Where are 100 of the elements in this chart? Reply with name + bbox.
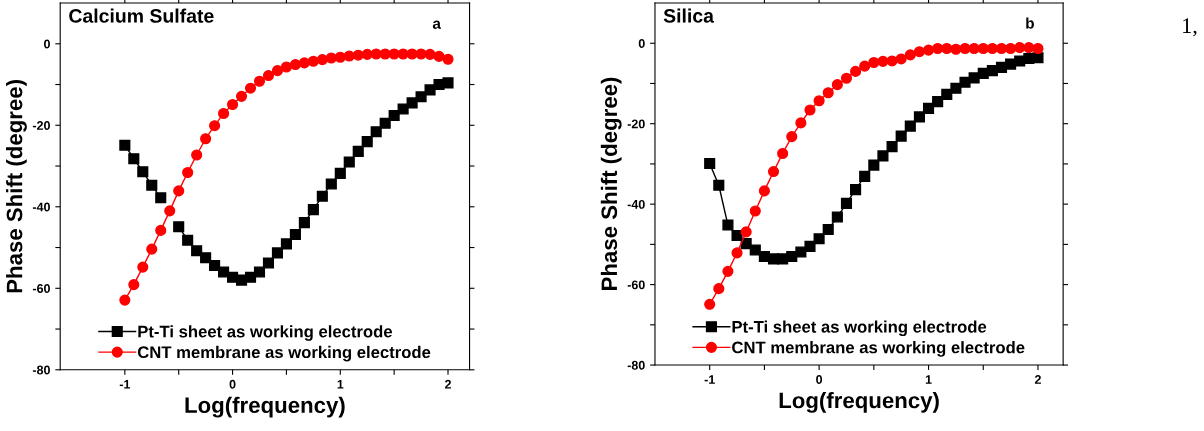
- x-tick-label: 1: [337, 379, 344, 389]
- point: [119, 139, 131, 151]
- point: [840, 197, 853, 209]
- y-tick-label: -40: [627, 199, 645, 209]
- point: [298, 217, 310, 229]
- y-tick-label: -40: [32, 202, 50, 212]
- point: [379, 117, 391, 129]
- point: [137, 166, 149, 178]
- x-tick-label: -1: [704, 375, 715, 384]
- point: [932, 42, 944, 55]
- point: [209, 120, 221, 132]
- x-axis-title: Log(frequency): [779, 391, 939, 413]
- point: [128, 279, 140, 291]
- y-tick-label: 0: [638, 39, 645, 48]
- y-axis-title: Phase Shift (degree): [6, 80, 27, 293]
- point: [316, 190, 328, 202]
- point: [182, 234, 194, 246]
- point: [859, 60, 871, 72]
- point: [424, 48, 436, 60]
- point: [298, 57, 310, 69]
- point: [904, 120, 916, 132]
- point: [1023, 42, 1035, 54]
- point: [749, 205, 761, 217]
- point: [182, 166, 194, 179]
- point: [191, 149, 203, 161]
- point: [155, 192, 167, 204]
- point: [173, 221, 185, 233]
- point: [950, 82, 962, 94]
- point: [713, 283, 725, 295]
- point: [968, 42, 980, 55]
- point: [262, 70, 275, 82]
- point: [235, 90, 248, 102]
- point: [442, 77, 454, 89]
- point: [325, 178, 337, 190]
- point: [442, 53, 454, 65]
- point: [822, 223, 834, 236]
- legend-label: Pt-Ti sheet as working electrode: [138, 325, 393, 341]
- point: [307, 204, 319, 216]
- point: [218, 266, 230, 278]
- point: [433, 50, 445, 62]
- point: [191, 245, 203, 257]
- point: [343, 156, 355, 168]
- point: [904, 49, 916, 61]
- point: [859, 170, 871, 182]
- point: [804, 240, 816, 252]
- x-tick-label: 2: [1034, 375, 1041, 384]
- point: [922, 102, 935, 114]
- point: [1032, 42, 1044, 55]
- point: [813, 95, 825, 107]
- x-tick-label: 1: [925, 375, 932, 384]
- point: [895, 130, 907, 142]
- point: [713, 179, 725, 191]
- y-tick-label: -20: [32, 121, 50, 130]
- point: [959, 76, 971, 88]
- point: [415, 91, 427, 103]
- x-axis-title: Log(frequency): [185, 396, 345, 418]
- y-tick-label: 0: [44, 39, 50, 49]
- point: [1014, 42, 1026, 54]
- point: [227, 98, 239, 111]
- point: [173, 185, 185, 197]
- point: [244, 82, 257, 94]
- point: [941, 42, 953, 55]
- point: [271, 65, 284, 77]
- point: [1032, 52, 1044, 64]
- point: [886, 141, 898, 153]
- point: [253, 266, 266, 278]
- annotation: b: [1026, 17, 1034, 29]
- point: [128, 153, 140, 165]
- text: 1,: [1183, 18, 1197, 37]
- annotation: Silica: [663, 8, 715, 23]
- point: [749, 244, 761, 256]
- x-tick-label: 2: [444, 379, 451, 389]
- point: [388, 109, 400, 122]
- x-tick-label: -1: [119, 379, 131, 389]
- point: [941, 88, 953, 100]
- y-tick-label: -80: [32, 365, 50, 375]
- point: [209, 259, 221, 272]
- legend-label: CNT membrane as working electrode: [137, 345, 431, 362]
- point: [137, 261, 149, 273]
- point: [397, 103, 409, 115]
- point: [352, 145, 364, 157]
- point: [895, 53, 907, 65]
- point: [704, 157, 716, 170]
- y-tick-label: -60: [627, 280, 645, 290]
- point: [986, 42, 998, 55]
- point: [886, 55, 898, 67]
- point: [722, 219, 734, 231]
- point: [795, 117, 807, 129]
- point: [731, 229, 743, 242]
- annotation: Calcium Sulfate: [69, 8, 214, 23]
- point: [146, 179, 158, 191]
- point: [813, 233, 825, 245]
- point: [406, 97, 418, 109]
- point: [253, 75, 266, 87]
- point: [868, 159, 880, 171]
- point: [758, 185, 770, 197]
- point: [977, 42, 989, 55]
- annotation: a: [432, 20, 441, 29]
- point: [334, 51, 346, 63]
- point: [959, 42, 971, 55]
